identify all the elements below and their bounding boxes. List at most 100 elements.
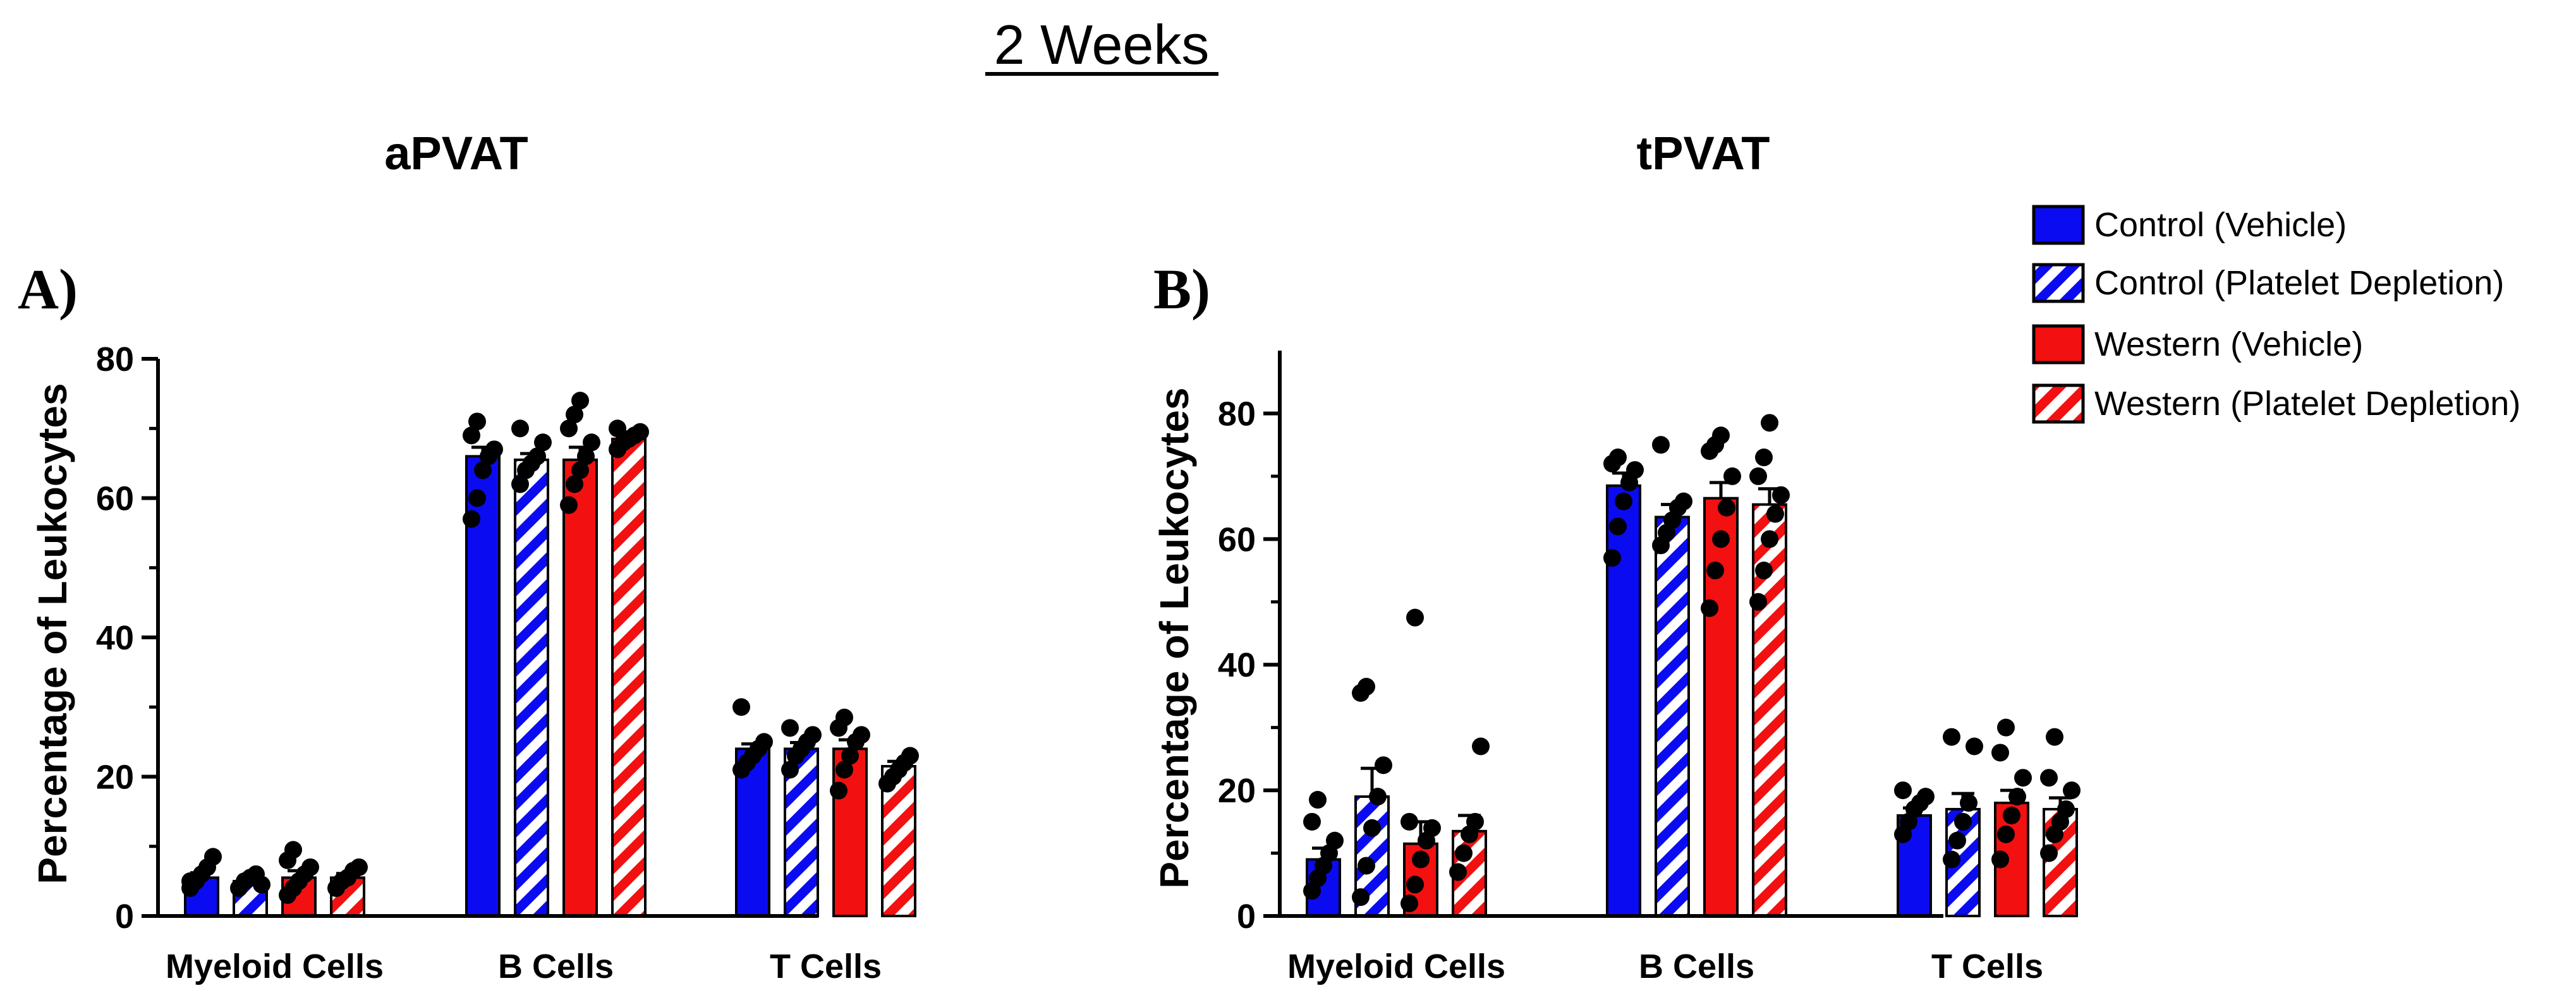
- panel-b-point-t-cells-control-platelet-depletion: [1960, 794, 1978, 812]
- panel-a-point-b-cells-western-vehicle: [560, 419, 578, 438]
- panel-b-point-t-cells-control-platelet-depletion: [1954, 812, 1972, 831]
- panel-a-plot: Myeloid Cells B Cells T Cells 0 20 40 60 80: [96, 340, 919, 985]
- panel-b-point-myeloid-western-vehicle: [1406, 876, 1424, 894]
- panel-a-ytick-label-20: 20: [96, 759, 134, 797]
- legend-swatch-control-vehicle: [2032, 205, 2085, 245]
- panel-a-point-b-cells-western-platelet-depletion: [631, 423, 649, 441]
- panel-b-point-b-cells-control-vehicle: [1615, 492, 1632, 510]
- panel-a-point-b-cells-control-platelet-depletion: [534, 433, 552, 452]
- legend-label-western-vehicle: Western (Vehicle): [2094, 325, 2363, 363]
- panel-a-point-t-cells-western-vehicle: [835, 708, 853, 726]
- panel-b-point-t-cells-western-vehicle: [1991, 850, 2009, 869]
- panel-b-ylabel: Percentage of Leukocytes: [1151, 387, 1197, 888]
- panel-b-point-b-cells-western-platelet-depletion: [1755, 449, 1773, 467]
- panel-b-point-t-cells-western-vehicle: [2008, 788, 2026, 806]
- panel-a-point-t-cells-control-vehicle: [732, 698, 750, 716]
- panel-b-point-t-cells-western-vehicle: [1991, 744, 2009, 762]
- panel-b-point-t-cells-western-platelet-depletion: [2046, 728, 2063, 746]
- panel-b-point-t-cells-western-platelet-depletion: [2040, 769, 2058, 787]
- panel-b-point-b-cells-western-platelet-depletion: [1772, 486, 1790, 504]
- panel-b-point-t-cells-western-platelet-depletion: [2063, 781, 2081, 800]
- legend-swatch-control-platelet-depletion: [2032, 263, 2085, 303]
- panel-a-ytick-label-0: 0: [115, 898, 134, 936]
- legend-label-western-platelet-depletion: Western (Platelet Depletion): [2094, 385, 2520, 423]
- panel-b-point-myeloid-control-platelet-depletion: [1358, 678, 1375, 696]
- panel-b-point-b-cells-control-vehicle: [1626, 461, 1644, 479]
- panel-b-category-label-myeloid: Myeloid Cells: [1287, 948, 1505, 985]
- panel-b-point-t-cells-control-vehicle: [1917, 788, 1935, 806]
- panel-a-point-b-cells-western-vehicle: [566, 406, 583, 424]
- panel-a-point-b-cells-western-vehicle: [560, 496, 578, 514]
- panel-a-point-t-cells-western-vehicle: [853, 726, 870, 744]
- panel-b-ytick-label-20: 20: [1218, 772, 1256, 810]
- panel-b-label: B): [1153, 258, 1210, 321]
- legend-label-control-vehicle: Control (Vehicle): [2094, 206, 2347, 244]
- panel-b-point-myeloid-western-vehicle: [1400, 895, 1418, 913]
- panel-a-point-b-cells-control-vehicle: [485, 440, 503, 459]
- panel-b-point-b-cells-control-vehicle: [1603, 549, 1621, 567]
- panel-a-category-label-b-cells: B Cells: [498, 948, 614, 985]
- panel-b-point-myeloid-western-platelet-depletion: [1472, 737, 1490, 756]
- legend-swatch-western-platelet-depletion: [2032, 383, 2085, 424]
- panel-b-point-myeloid-control-platelet-depletion: [1358, 857, 1375, 875]
- panel-b-point-t-cells-control-platelet-depletion: [1943, 728, 1960, 746]
- figure-super-title: 2 Weeks: [994, 13, 1210, 76]
- panel-b-point-b-cells-western-platelet-depletion: [1755, 562, 1773, 580]
- panel-b-point-myeloid-western-platelet-depletion: [1455, 844, 1473, 862]
- panel-b-point-b-cells-control-platelet-depletion: [1675, 492, 1692, 510]
- panel-b-point-b-cells-western-vehicle: [1706, 562, 1724, 580]
- panel-a-point-t-cells-control-vehicle: [755, 733, 773, 751]
- panel-a-point-t-cells-western-vehicle: [830, 781, 848, 800]
- panel-a-point-myeloid-western-vehicle: [284, 841, 302, 859]
- panel-b-point-b-cells-western-vehicle: [1723, 467, 1741, 485]
- panel-b-point-b-cells-western-platelet-depletion: [1749, 593, 1767, 611]
- panel-a-point-t-cells-control-platelet-depletion: [781, 761, 799, 779]
- panel-b-point-t-cells-western-platelet-depletion: [2057, 800, 2075, 818]
- panel-a-bar-b-cells-control-vehicle: [465, 455, 501, 917]
- panel-a-point-b-cells-control-vehicle: [463, 426, 480, 445]
- panel-b-point-myeloid-western-platelet-depletion: [1449, 863, 1467, 881]
- panel-a-point-b-cells-control-platelet-depletion: [528, 447, 546, 466]
- panel-b-point-b-cells-western-vehicle: [1718, 498, 1735, 517]
- panel-a-point-myeloid-control-vehicle: [204, 848, 222, 866]
- panel-a-point-b-cells-control-vehicle: [474, 461, 492, 479]
- panel-b-point-t-cells-western-vehicle: [2003, 806, 2020, 824]
- panel-a-bar-b-cells-control-platelet-depletion: [514, 458, 549, 917]
- panel-b-category-label-b-cells: B Cells: [1639, 948, 1754, 985]
- panel-b-point-b-cells-western-platelet-depletion: [1761, 530, 1778, 548]
- panel-b-point-myeloid-control-platelet-depletion: [1375, 756, 1392, 774]
- panel-a-ytick-label-40: 40: [96, 619, 134, 657]
- panel-a-point-b-cells-western-vehicle: [583, 433, 600, 452]
- panel-a-point-t-cells-western-vehicle: [841, 747, 859, 765]
- panel-b-point-myeloid-control-vehicle: [1303, 812, 1321, 831]
- panel-a-point-b-cells-western-vehicle: [571, 392, 589, 410]
- panel-a-point-t-cells-control-platelet-depletion: [781, 719, 799, 737]
- panel-a-point-b-cells-western-platelet-depletion: [609, 419, 626, 438]
- panel-a-category-label-t-cells: T Cells: [770, 948, 882, 985]
- panel-b-point-b-cells-western-vehicle: [1701, 599, 1718, 617]
- panel-b-point-b-cells-western-vehicle: [1712, 426, 1730, 445]
- panel-b-point-t-cells-western-vehicle: [1997, 718, 2015, 737]
- panel-a-point-b-cells-control-platelet-depletion: [511, 419, 529, 438]
- panel-a-point-myeloid-control-platelet-depletion: [253, 876, 270, 894]
- panel-a-point-b-cells-control-vehicle: [468, 489, 486, 507]
- panel-b-point-t-cells-western-vehicle: [2014, 769, 2032, 787]
- panel-b-bar-b-cells-western-vehicle: [1703, 497, 1739, 917]
- panel-b-point-myeloid-control-vehicle: [1326, 831, 1344, 850]
- panel-b-point-myeloid-western-vehicle: [1400, 812, 1418, 831]
- panel-b-point-myeloid-western-vehicle: [1423, 819, 1441, 837]
- panel-a-point-b-cells-control-vehicle: [463, 510, 480, 528]
- panel-b-point-b-cells-western-platelet-depletion: [1766, 505, 1784, 523]
- panel-b-title: tPVAT: [1636, 127, 1770, 179]
- panel-a-point-t-cells-control-platelet-depletion: [804, 726, 822, 744]
- panel-a-point-b-cells-western-vehicle: [577, 447, 595, 466]
- panel-a-point-b-cells-control-platelet-depletion: [511, 475, 529, 493]
- panel-b-point-b-cells-western-platelet-depletion: [1761, 414, 1778, 432]
- panel-a-point-t-cells-western-platelet-depletion: [901, 747, 919, 765]
- legend-swatch-western-vehicle: [2032, 324, 2085, 364]
- panel-b-point-myeloid-western-vehicle: [1412, 850, 1430, 869]
- panel-b-ytick-label-80: 80: [1218, 395, 1256, 433]
- panel-a-bar-b-cells-western-vehicle: [562, 458, 598, 917]
- panel-a-ytick-label-80: 80: [96, 340, 134, 378]
- panel-b-ytick-label-40: 40: [1218, 646, 1256, 684]
